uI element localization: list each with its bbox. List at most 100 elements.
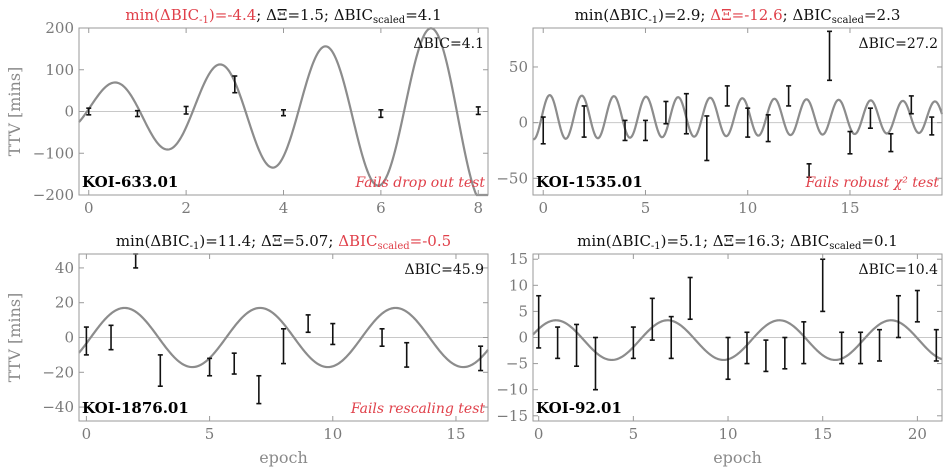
x-tick-label: 15 (446, 425, 465, 443)
panel-title: min(ΔBIC-1)=-4.4; ΔΞ=1.5; ΔBICscaled=4.1 (125, 6, 441, 26)
data-point (478, 345, 484, 372)
data-point (687, 276, 693, 321)
data-point (379, 328, 385, 347)
data-point (877, 328, 883, 362)
x-tick-label: 10 (738, 199, 757, 217)
data-point (86, 107, 92, 116)
y-tick-label: 15 (509, 250, 528, 268)
fail-label: Fails rescaling test (350, 401, 486, 417)
data-point (683, 92, 689, 135)
data-point (929, 116, 935, 136)
fail-label: Fails robust χ² test (805, 175, 940, 191)
y-tick-label: −10 (496, 381, 528, 399)
data-point (630, 326, 636, 360)
y-tick-label: −50 (496, 169, 528, 187)
data-point (404, 341, 410, 368)
koi-label: KOI-1535.01 (536, 173, 643, 191)
data-point (704, 115, 710, 162)
y-tick-label: 10 (509, 276, 528, 294)
koi-label: KOI-1876.01 (82, 399, 189, 417)
data-point (555, 326, 561, 360)
x-tick-label: 10 (718, 425, 737, 443)
y-tick-label: 0 (64, 329, 74, 347)
data-point (782, 336, 788, 370)
y-tick-label: 50 (509, 58, 528, 76)
x-tick-label: 2 (181, 199, 191, 217)
data-point (281, 328, 286, 365)
data-point (108, 324, 114, 351)
data-point (540, 116, 546, 145)
delta-bic-label: ΔBIC=4.1 (413, 36, 484, 52)
data-point (933, 328, 939, 362)
y-tick-label: 100 (45, 61, 74, 79)
panel-title: min(ΔBIC-1)=11.4; ΔΞ=5.07; ΔBICscaled=-0… (116, 232, 451, 252)
x-tick-label: 0 (538, 199, 548, 217)
x-tick-label: 5 (629, 425, 639, 443)
panel-title: min(ΔBIC-1)=5.1; ΔΞ=16.3; ΔBICscaled=0.1 (577, 232, 898, 252)
x-tick-label: 20 (908, 425, 927, 443)
y-tick-label: 200 (45, 19, 74, 37)
data-point (574, 323, 580, 368)
plot-frame (532, 27, 943, 196)
data-point (820, 258, 826, 313)
x-tick-label: 6 (376, 199, 386, 217)
panel-2: 0 5 10 15 −50 0 50 min(ΔBIC-1)=2.9; ΔΞ=-12.6; Δ… (496, 6, 944, 217)
data-point (642, 119, 648, 142)
koi-label: KOI-92.01 (536, 399, 622, 417)
data-point (765, 114, 771, 143)
data-point (663, 100, 669, 125)
data-point (914, 289, 920, 323)
data-point (888, 132, 894, 153)
data-point (232, 75, 238, 94)
x-tick-label: 5 (205, 425, 215, 443)
data-point (839, 331, 845, 365)
data-point (724, 85, 730, 107)
koi-label: KOI-633.01 (82, 173, 178, 191)
y-tick-label: −40 (42, 398, 74, 416)
data-point (536, 294, 542, 349)
y-tick-label: 0 (518, 114, 528, 132)
y-tick-label: 0 (64, 103, 74, 121)
x-tick-label: 0 (84, 199, 94, 217)
data-point (801, 321, 807, 365)
data-point (725, 336, 731, 381)
data-point (378, 109, 384, 119)
x-tick-label: 0 (534, 425, 544, 443)
model-curve (78, 27, 488, 197)
data-point (745, 107, 751, 138)
data-point (207, 357, 213, 377)
delta-bic-label: ΔBIC=27.2 (858, 36, 938, 52)
fail-label: Fails drop out test (355, 175, 486, 191)
x-tick-label: 0 (82, 425, 92, 443)
x-tick-label: 4 (279, 199, 289, 217)
data-point (744, 331, 750, 365)
data-point (157, 354, 163, 388)
data-point (649, 297, 655, 341)
x-axis-label: epoch (713, 448, 762, 467)
data-point (231, 352, 237, 375)
y-tick-label: −5 (506, 355, 528, 373)
model-curve (532, 93, 944, 141)
data-point (134, 109, 140, 118)
data-point (622, 119, 628, 142)
data-point (867, 107, 873, 129)
data-point (806, 163, 812, 178)
y-tick-label: −100 (33, 144, 74, 162)
y-tick-label: 20 (55, 294, 74, 312)
data-point (895, 294, 901, 339)
model-curve (78, 306, 489, 369)
delta-bic-label: ΔBIC=10.4 (858, 262, 938, 278)
panel-4: 0 5 10 15 20 −15 −10 −5 0 5 10 15 min(ΔBIC-1)=5.1; Δ… (496, 232, 943, 443)
model-curve (532, 319, 943, 362)
y-axis-label: TTV [mins] (5, 67, 24, 157)
panel-title: min(ΔBIC-1)=2.9; ΔΞ=-12.6; ΔBICscaled=2.… (575, 6, 901, 26)
y-tick-label: 40 (55, 259, 74, 277)
data-point (763, 339, 769, 373)
data-point (330, 322, 336, 346)
delta-bic-label: ΔBIC=45.9 (404, 262, 484, 278)
y-tick-label: −20 (42, 363, 74, 381)
x-tick-label: 15 (813, 425, 832, 443)
x-tick-label: 15 (840, 199, 859, 217)
data-point (827, 30, 833, 82)
